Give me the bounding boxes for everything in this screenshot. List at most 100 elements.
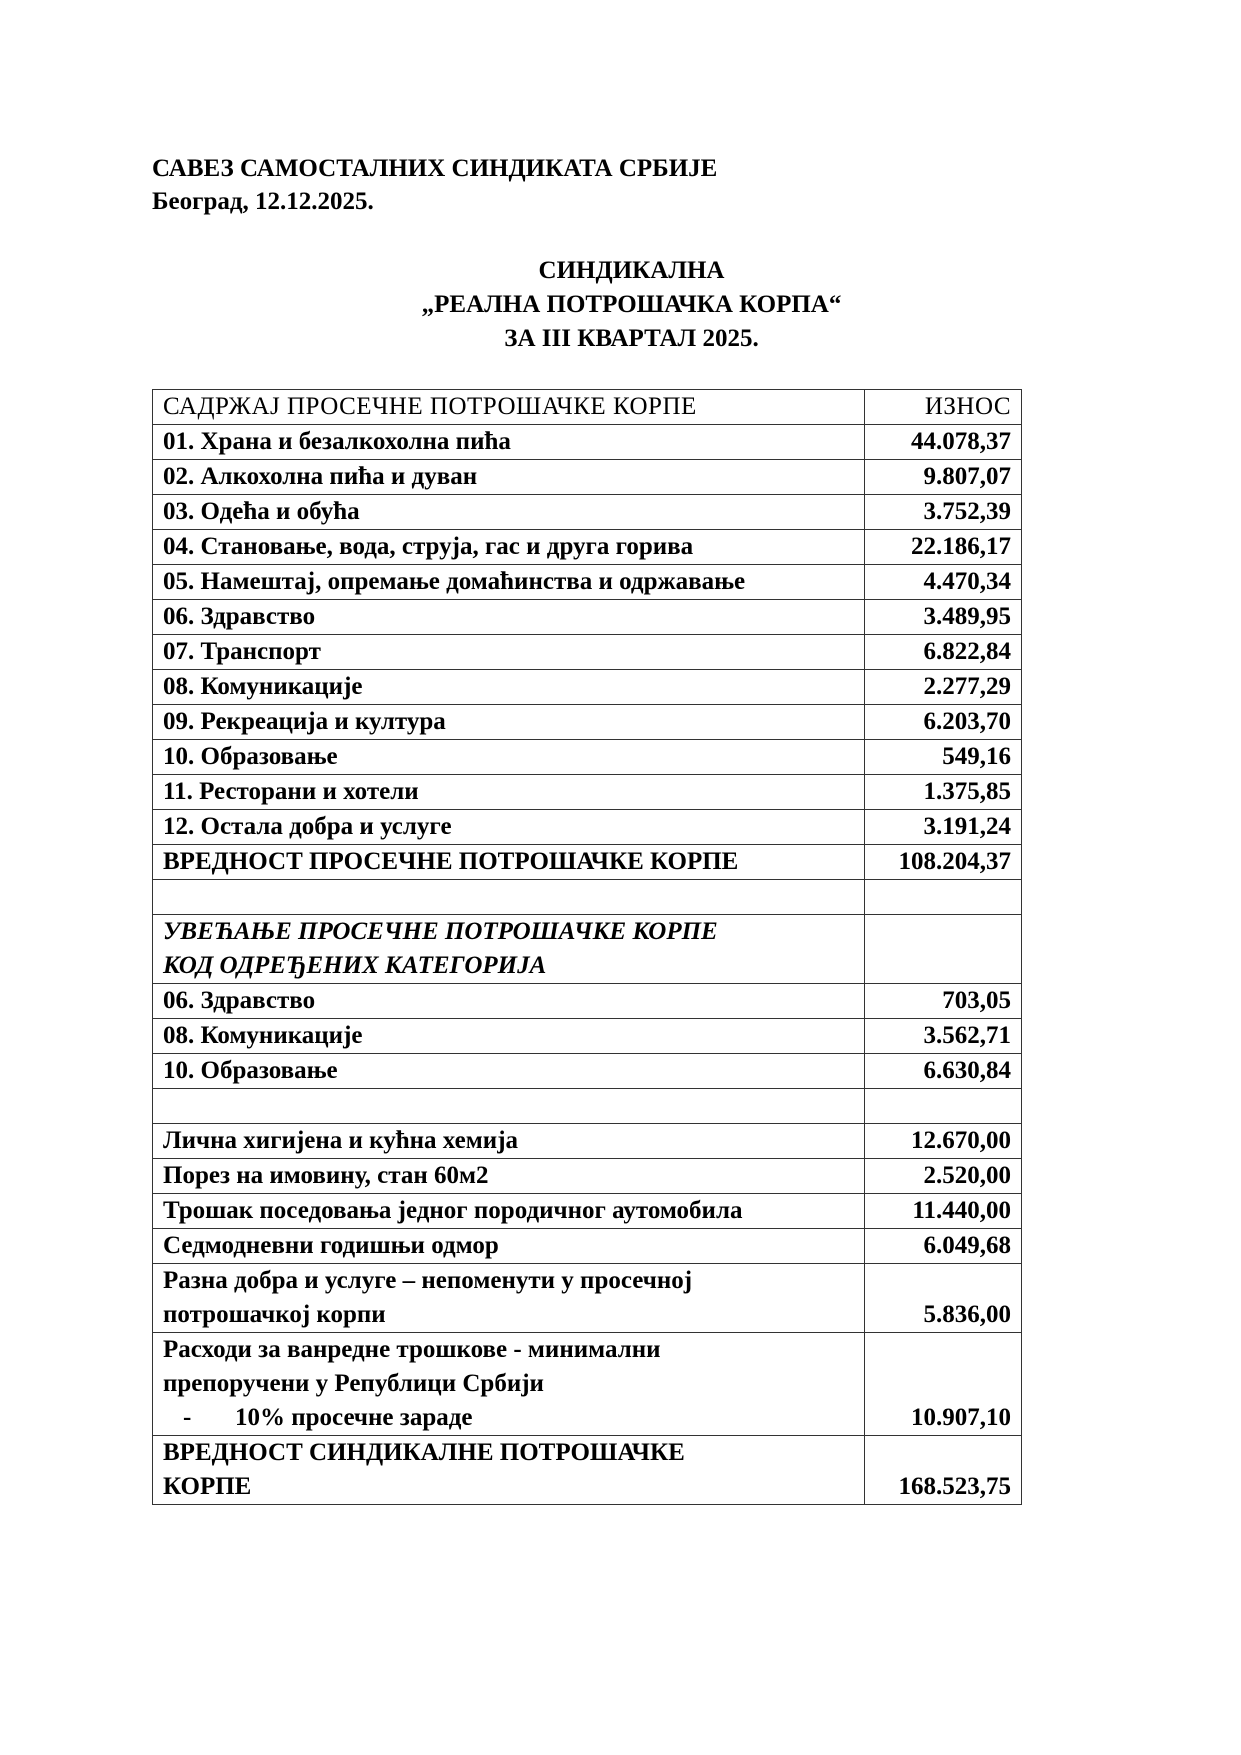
table-header-row: САДРЖАЈ ПРОСЕЧНЕ ПОТРОШАЧКЕ КОРПЕ ИЗНОС [152, 389, 1022, 425]
document-title: СИНДИКАЛНА „РЕАЛНА ПОТРОШАЧКА КОРПА“ ЗА … [0, 254, 1241, 356]
row-value: 10.907,10 [864, 1332, 1022, 1436]
text: 10. Образовање [163, 743, 338, 770]
text: 02. Алкохолна пића и дуван [163, 463, 478, 490]
text: 03. Одећа и обућа [163, 498, 360, 525]
text: потрошачкој корпи [163, 1301, 386, 1328]
row-label: 11. Ресторани и хотели [152, 774, 865, 810]
text: Расходи за ванредне трошкове - минимални [163, 1336, 661, 1363]
row-label: Лична хигијена и кућна хемија [152, 1123, 865, 1159]
text: 11. Ресторани и хотели [163, 778, 419, 805]
column-header-content: САДРЖАЈ ПРОСЕЧНЕ ПОТРОШАЧКЕ КОРПЕ [152, 389, 865, 425]
dash: - [183, 1404, 192, 1431]
text: Разна добра и услуге – непоменути у прос… [163, 1267, 693, 1294]
text: 07. Транспорт [163, 638, 321, 665]
row-value: 6.822,84 [864, 634, 1022, 670]
table-row: 02. Алкохолна пића и дуван 9.807,07 [152, 459, 1022, 495]
text: КОД ОДРЕЂЕНИХ КАТЕГОРИЈА [163, 952, 547, 979]
row-label: 01. Храна и безалкохолна пића [152, 424, 865, 460]
text: 01. Храна и безалкохолна пића [163, 428, 511, 455]
row-label: Расходи за ванредне трошкове - минимални… [152, 1332, 865, 1436]
text: 05. Намештај, опремање домаћинства и одр… [163, 568, 746, 595]
emergency-row: Расходи за ванредне трошкове - минимални… [152, 1332, 1022, 1436]
row-value [864, 879, 1022, 915]
table-row: 01. Храна и безалкохолна пића 44.078,37 [152, 424, 1022, 460]
column-header-amount: ИЗНОС [864, 389, 1022, 425]
row-value: 108.204,37 [864, 844, 1022, 880]
row-value: 12.670,00 [864, 1123, 1022, 1159]
row-label: 10. Образовање [152, 1053, 865, 1089]
empty-row [152, 879, 1022, 915]
row-label: 06. Здравство [152, 983, 865, 1019]
table-row: 03. Одећа и обућа 3.752,39 [152, 494, 1022, 530]
table-row: 05. Намештај, опремање домаћинства и одр… [152, 564, 1022, 600]
text: Лична хигијена и кућна хемија [163, 1127, 519, 1154]
row-value: 22.186,17 [864, 529, 1022, 565]
row-value: 3.489,95 [864, 599, 1022, 635]
row-value [864, 914, 1022, 984]
row-value: 3.562,71 [864, 1018, 1022, 1054]
row-value: 168.523,75 [864, 1435, 1022, 1505]
table-row: 09. Рекреација и култура 6.203,70 [152, 704, 1022, 740]
title-line-1: СИНДИКАЛНА [538, 257, 725, 284]
text: 08. Комуникације [163, 673, 363, 700]
table-row: 07. Транспорт 6.822,84 [152, 634, 1022, 670]
row-value: 549,16 [864, 739, 1022, 775]
text: 10% просечне зараде [235, 1404, 473, 1431]
row-label: 10. Образовање [152, 739, 865, 775]
text: Порез на имовину, стан 60м2 [163, 1162, 489, 1189]
row-value: 44.078,37 [864, 424, 1022, 460]
row-label: 04. Становање, вода, струја, гас и друга… [152, 529, 865, 565]
row-label: 08. Комуникације [152, 1018, 865, 1054]
row-label: 03. Одећа и обућа [152, 494, 865, 530]
row-value: 5.836,00 [864, 1263, 1022, 1333]
row-label [152, 1088, 865, 1124]
table-row: 08. Комуникације 2.277,29 [152, 669, 1022, 705]
row-value: 6.049,68 [864, 1228, 1022, 1264]
table-row: Лична хигијена и кућна хемија 12.670,00 [152, 1123, 1022, 1159]
row-label: 05. Намештај, опремање домаћинства и одр… [152, 564, 865, 600]
row-label: Разна добра и услуге – непоменути у прос… [152, 1263, 865, 1333]
text: 08. Комуникације [163, 1022, 363, 1049]
table-row: 04. Становање, вода, струја, гас и друга… [152, 529, 1022, 565]
row-value: 2.277,29 [864, 669, 1022, 705]
avg-total-row: ВРЕДНОСТ ПРОСЕЧНЕ ПОТРОШАЧКЕ КОРПЕ 108.20… [152, 844, 1022, 880]
table-row: 12. Остала добра и услуге 3.191,24 [152, 809, 1022, 845]
text: 12. Остала добра и услуге [163, 813, 452, 840]
row-label: 08. Комуникације [152, 669, 865, 705]
empty-row [152, 1088, 1022, 1124]
increase-heading-row: УВЕЋАЊЕ ПРОСЕЧНЕ ПОТРОШАЧКЕ КОРПЕ КОД ОДР… [152, 914, 1022, 984]
row-value: 6.203,70 [864, 704, 1022, 740]
row-label: 12. Остала добра и услуге [152, 809, 865, 845]
row-label: 09. Рекреација и култура [152, 704, 865, 740]
table-row: Трошак поседовања једног породичног ауто… [152, 1193, 1022, 1229]
union-total-row: ВРЕДНОСТ СИНДИКАЛНЕ ПОТРОШАЧКЕ КОРПЕ 168.5… [152, 1435, 1022, 1505]
text: ВРЕДНОСТ СИНДИКАЛНЕ ПОТРОШАЧКЕ [163, 1439, 685, 1466]
row-value: 3.191,24 [864, 809, 1022, 845]
increase-heading: УВЕЋАЊЕ ПРОСЕЧНЕ ПОТРОШАЧКЕ КОРПЕ КОД ОДР… [163, 915, 856, 983]
table-row: 11. Ресторани и хотели 1.375,85 [152, 774, 1022, 810]
row-label: Трошак поседовања једног породичног ауто… [152, 1193, 865, 1229]
table-row: 10. Образовање 549,16 [152, 739, 1022, 775]
title-line-2: „РЕАЛНА ПОТРОШАЧКА КОРПА“ [421, 291, 842, 318]
row-value: 9.807,07 [864, 459, 1022, 495]
table-row: 08. Комуникације 3.562,71 [152, 1018, 1022, 1054]
table-row: 06. Здравство 703,05 [152, 983, 1022, 1019]
row-value: 703,05 [864, 983, 1022, 1019]
row-value: 1.375,85 [864, 774, 1022, 810]
title-line-3: ЗА III КВАРТАЛ 2025. [504, 325, 759, 352]
document-header: САВЕЗ САМОСТАЛНИХ СИНДИКАТА СРБИЈЕ Беогр… [152, 152, 717, 218]
row-label: УВЕЋАЊЕ ПРОСЕЧНЕ ПОТРОШАЧКЕ КОРПЕ КОД ОДР… [152, 914, 865, 984]
text: КОРПЕ [163, 1473, 252, 1500]
text: 10. Образовање [163, 1057, 338, 1084]
text: 09. Рекреација и култура [163, 708, 446, 735]
row-label: ВРЕДНОСТ СИНДИКАЛНЕ ПОТРОШАЧКЕ КОРПЕ [152, 1435, 865, 1505]
text: УВЕЋАЊЕ ПРОСЕЧНЕ ПОТРОШАЧКЕ КОРПЕ [163, 918, 718, 945]
row-label: 06. Здравство [152, 599, 865, 635]
row-label: 07. Транспорт [152, 634, 865, 670]
text: 06. Здравство [163, 603, 316, 630]
row-value [864, 1088, 1022, 1124]
row-label: Седмодневни годишњи одмор [152, 1228, 865, 1264]
row-label: ВРЕДНОСТ ПРОСЕЧНЕ ПОТРОШАЧКЕ КОРПЕ [152, 844, 865, 880]
text: препоручени у Републици Србији [163, 1370, 544, 1397]
row-label: Порез на имовину, стан 60м2 [152, 1158, 865, 1194]
